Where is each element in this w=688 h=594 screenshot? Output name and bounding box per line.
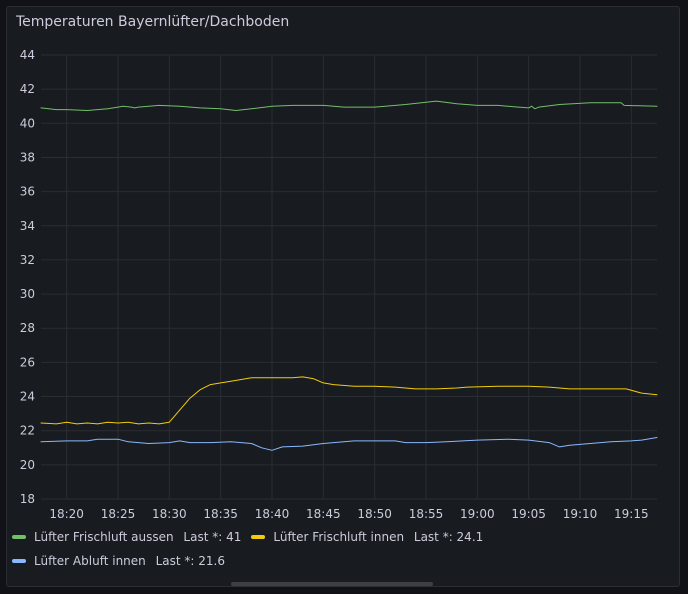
y-tick-label: 38 bbox=[20, 150, 35, 164]
legend: Lüfter Frischluft aussen Last *: 41 Lüft… bbox=[12, 525, 672, 573]
y-tick-label: 26 bbox=[20, 355, 35, 369]
y-tick-label: 24 bbox=[20, 390, 35, 404]
panel-title[interactable]: Temperaturen Bayernlüfter/Dachboden bbox=[16, 14, 290, 30]
y-tick-label: 30 bbox=[20, 287, 35, 301]
legend-last-value-abluft-innen: 21.6 bbox=[198, 554, 225, 568]
legend-row-1: Lüfter Frischluft aussen Last *: 41 Lüft… bbox=[12, 525, 672, 549]
x-tick-label: 19:00 bbox=[460, 507, 495, 521]
legend-swatch-frischluft-innen bbox=[251, 535, 266, 539]
legend-item-abluft-innen[interactable]: Lüfter Abluft innen Last *: 21.6 bbox=[12, 554, 225, 568]
x-tick-label: 19:10 bbox=[563, 507, 598, 521]
series-line-2 bbox=[40, 437, 658, 451]
y-tick-label: 44 bbox=[20, 48, 35, 62]
y-tick-label: 42 bbox=[20, 82, 35, 96]
y-tick-label: 34 bbox=[20, 219, 35, 233]
y-tick-label: 32 bbox=[20, 253, 35, 267]
y-tick-label: 18 bbox=[20, 492, 35, 506]
legend-last-label: Last *: bbox=[179, 530, 227, 544]
legend-label-abluft-innen: Lüfter Abluft innen bbox=[34, 554, 146, 568]
y-tick-label: 20 bbox=[20, 458, 35, 472]
legend-swatch-abluft-innen bbox=[12, 559, 26, 563]
x-tick-label: 19:15 bbox=[614, 507, 649, 521]
series-line-0 bbox=[40, 100, 658, 111]
legend-last-value-frischluft-aussen: 41 bbox=[226, 530, 242, 544]
legend-item-frischluft-aussen[interactable]: Lüfter Frischluft aussen Last *: 41 bbox=[12, 530, 241, 544]
y-tick-label: 28 bbox=[20, 321, 35, 335]
x-tick-label: 18:55 bbox=[409, 507, 444, 521]
y-tick-label: 36 bbox=[20, 185, 35, 199]
series-line-1 bbox=[40, 376, 658, 425]
legend-item-frischluft-innen[interactable]: Lüfter Frischluft innen Last *: 24.1 bbox=[251, 530, 483, 544]
x-tick-label: 18:30 bbox=[152, 507, 187, 521]
legend-swatch-frischluft-aussen bbox=[12, 535, 26, 539]
y-tick-label: 40 bbox=[20, 116, 35, 130]
y-tick-label: 22 bbox=[20, 424, 35, 438]
legend-last-label: Last *: bbox=[151, 554, 199, 568]
legend-last-value-frischluft-innen: 24.1 bbox=[456, 530, 484, 544]
legend-label-frischluft-aussen: Lüfter Frischluft aussen bbox=[34, 530, 174, 544]
x-tick-label: 18:35 bbox=[203, 507, 238, 521]
x-tick-label: 18:45 bbox=[306, 507, 341, 521]
x-tick-label: 18:50 bbox=[357, 507, 392, 521]
x-tick-label: 18:40 bbox=[255, 507, 290, 521]
x-tick-label: 18:25 bbox=[101, 507, 136, 521]
legend-label-frischluft-innen: Lüfter Frischluft innen bbox=[273, 530, 405, 544]
x-tick-label: 19:05 bbox=[511, 507, 546, 521]
legend-last-label: Last *: bbox=[410, 530, 457, 544]
horizontal-scrollbar[interactable] bbox=[231, 582, 433, 586]
x-tick-label: 18:20 bbox=[49, 507, 84, 521]
legend-row-2: Lüfter Abluft innen Last *: 21.6 bbox=[12, 549, 672, 573]
